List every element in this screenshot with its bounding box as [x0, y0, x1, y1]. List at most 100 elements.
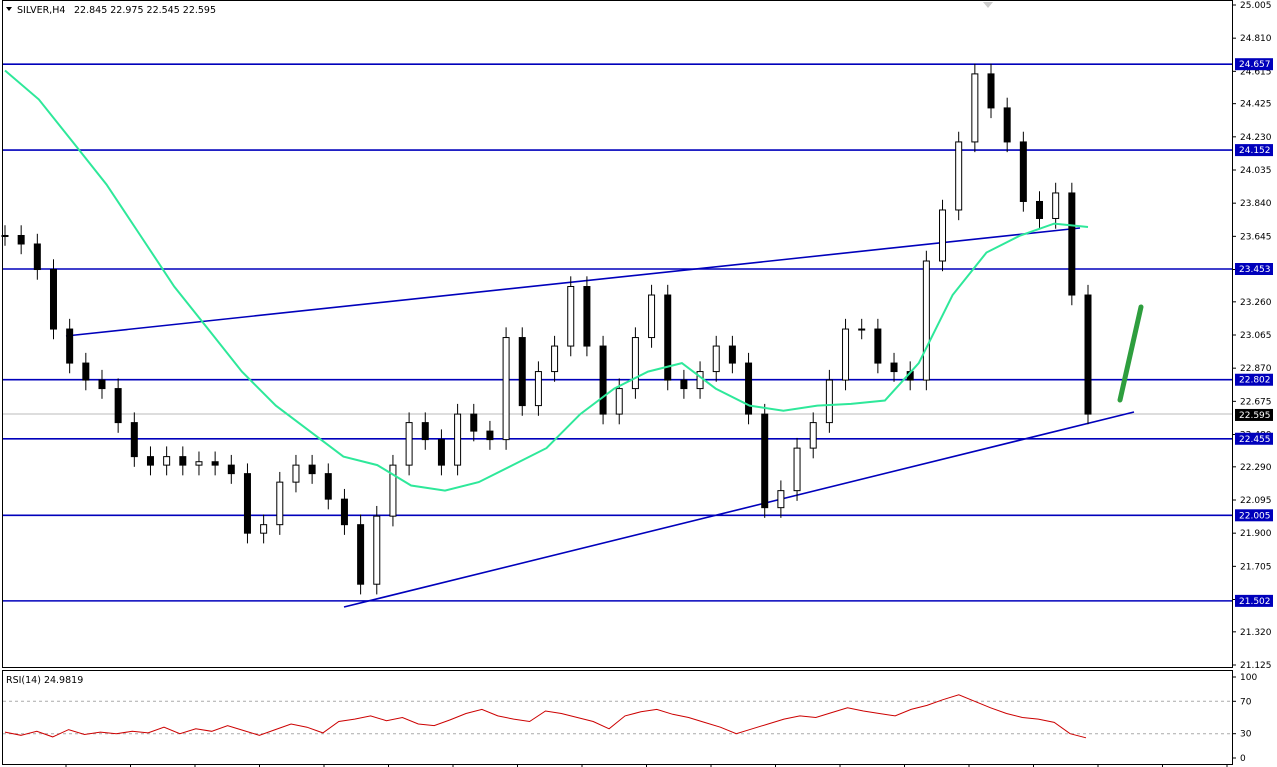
candle-body	[987, 73, 995, 109]
candle-body	[195, 461, 203, 466]
price-tick-label: 23.260	[1240, 298, 1272, 308]
current-price-label: 22.595	[1239, 411, 1271, 421]
candle-body	[1, 234, 9, 237]
candle-body	[163, 456, 171, 466]
candle-body	[728, 345, 736, 364]
price-tick-label: 21.125	[1240, 661, 1272, 671]
candle-body	[793, 447, 801, 492]
period-separator-marker	[983, 2, 993, 8]
level-price-tags: 24.657 24.152 23.453 22.802 22.455 22.005 21.5…	[1235, 58, 1273, 607]
candle-body	[842, 328, 850, 381]
candle-body	[922, 260, 930, 381]
candle-body	[1003, 107, 1011, 143]
candle-body	[114, 388, 122, 424]
candle-body	[874, 328, 882, 364]
rsi-plot-frame	[2, 670, 1233, 765]
price-tick-label: 24.615	[1240, 67, 1272, 77]
candle-body	[648, 294, 656, 339]
chart-symbol: SILVER,H4	[17, 5, 65, 16]
price-tick-label: 21.320	[1240, 628, 1272, 638]
candle-body	[146, 456, 154, 466]
candle-body	[49, 269, 57, 330]
price-tick-label: 24.425	[1240, 100, 1272, 110]
rsi-axis: 100 70 30 0	[1232, 673, 1257, 764]
candle-body	[373, 515, 381, 585]
chart-menu-icon[interactable]	[6, 7, 12, 11]
candle-body	[1068, 192, 1076, 296]
level-tag	[1235, 509, 1273, 522]
candle-body	[971, 73, 979, 143]
level-tag	[1235, 144, 1273, 157]
candle-body	[82, 362, 90, 381]
rsi-line	[4, 694, 1087, 739]
upper-trendline	[65, 227, 1081, 337]
candle-body	[179, 456, 187, 466]
current-price-tag	[1235, 408, 1273, 421]
candle-body	[583, 286, 591, 347]
candle-body	[664, 294, 672, 381]
price-candles	[1, 63, 1092, 595]
candle-body	[308, 464, 316, 475]
candle-body	[340, 498, 348, 526]
candle-body	[227, 464, 235, 475]
candle-body	[357, 524, 365, 585]
candle-body	[745, 362, 753, 415]
level-tag-label: 22.455	[1239, 435, 1271, 445]
candle-body	[389, 464, 397, 517]
price-tick-label: 22.675	[1240, 397, 1272, 407]
lower-trendline	[343, 411, 1135, 608]
price-tick-label: 23.645	[1240, 232, 1272, 242]
candle-body	[1084, 294, 1092, 415]
candle-body	[825, 379, 833, 424]
candle-body	[324, 473, 332, 500]
candle-body	[777, 490, 785, 509]
candle-body	[17, 234, 25, 245]
level-tag	[1235, 58, 1273, 71]
candle-body	[858, 328, 866, 331]
trendlines	[65, 227, 1135, 608]
level-tag	[1235, 432, 1273, 445]
rsi-tick-label: 30	[1240, 730, 1252, 740]
candle-body	[939, 209, 947, 262]
candle-body	[454, 413, 462, 466]
candle-body	[486, 430, 494, 441]
price-tick-label: 21.900	[1240, 529, 1272, 539]
candle-body	[33, 243, 41, 271]
price-tick-label: 25.005	[1240, 1, 1272, 11]
level-tag	[1235, 263, 1273, 275]
price-tick-label: 23.840	[1240, 199, 1272, 209]
level-tag-label: 22.005	[1239, 511, 1271, 521]
rsi-tick-label: 100	[1240, 673, 1257, 683]
candle-body	[809, 422, 817, 449]
candle-body	[599, 345, 607, 415]
rsi-tick-label: 70	[1240, 697, 1252, 707]
candle-body	[211, 461, 219, 466]
candle-body	[1019, 141, 1027, 202]
level-tag	[1235, 373, 1273, 386]
price-tick-label: 24.230	[1240, 133, 1272, 143]
candle-body	[1036, 200, 1044, 219]
candle-body	[551, 345, 559, 373]
candle-body	[405, 422, 413, 466]
level-tag-label: 24.657	[1239, 60, 1271, 70]
level-tag-label: 21.502	[1239, 597, 1271, 607]
price-tick-label: 21.705	[1240, 562, 1272, 572]
bullish-arrow	[1117, 304, 1144, 403]
main-plot-frame	[2, 0, 1233, 668]
level-tag-label: 22.802	[1239, 376, 1271, 386]
level-tag	[1235, 594, 1273, 607]
candle-body	[680, 379, 688, 390]
price-tick-label: 24.035	[1240, 166, 1272, 176]
horizontal-levels	[3, 63, 1232, 602]
level-tag-label: 23.453	[1239, 265, 1271, 275]
candle-body	[98, 379, 106, 390]
candle-body	[502, 337, 510, 441]
rsi-grid	[3, 700, 1232, 735]
candle-body	[761, 413, 769, 509]
candle-body	[130, 422, 138, 458]
candle-body	[243, 473, 251, 534]
moving-average-line	[4, 69, 1089, 492]
rsi-title: RSI(14) 24.9819	[6, 675, 83, 686]
price-tick-label: 22.290	[1240, 463, 1272, 473]
